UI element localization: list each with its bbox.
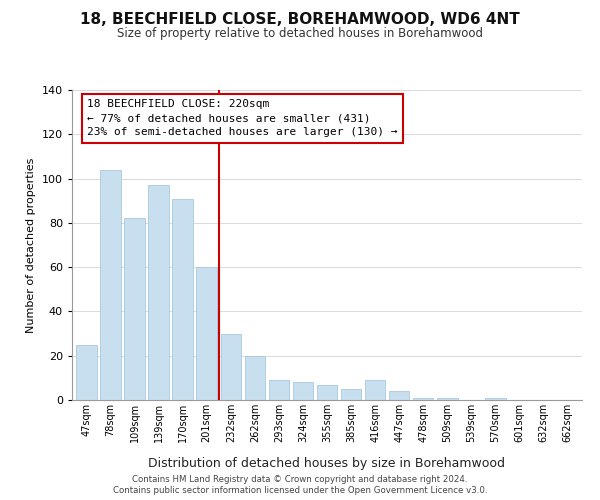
Text: 18, BEECHFIELD CLOSE, BOREHAMWOOD, WD6 4NT: 18, BEECHFIELD CLOSE, BOREHAMWOOD, WD6 4… [80,12,520,28]
Bar [485,398,506,400]
Bar [413,398,433,400]
Text: Distribution of detached houses by size in Borehamwood: Distribution of detached houses by size … [149,458,505,470]
Bar [196,267,217,400]
Text: Size of property relative to detached houses in Borehamwood: Size of property relative to detached ho… [117,28,483,40]
Text: Contains HM Land Registry data © Crown copyright and database right 2024.: Contains HM Land Registry data © Crown c… [132,475,468,484]
Text: 18 BEECHFIELD CLOSE: 220sqm
← 77% of detached houses are smaller (431)
23% of se: 18 BEECHFIELD CLOSE: 220sqm ← 77% of det… [88,100,398,138]
Bar [389,391,409,400]
Bar [245,356,265,400]
Bar [76,344,97,400]
Bar [293,382,313,400]
Bar [221,334,241,400]
Text: Contains public sector information licensed under the Open Government Licence v3: Contains public sector information licen… [113,486,487,495]
Bar [124,218,145,400]
Bar [269,380,289,400]
Bar [148,185,169,400]
Bar [100,170,121,400]
Bar [437,398,458,400]
Bar [341,389,361,400]
Y-axis label: Number of detached properties: Number of detached properties [26,158,36,332]
Bar [172,198,193,400]
Bar [317,384,337,400]
Bar [365,380,385,400]
